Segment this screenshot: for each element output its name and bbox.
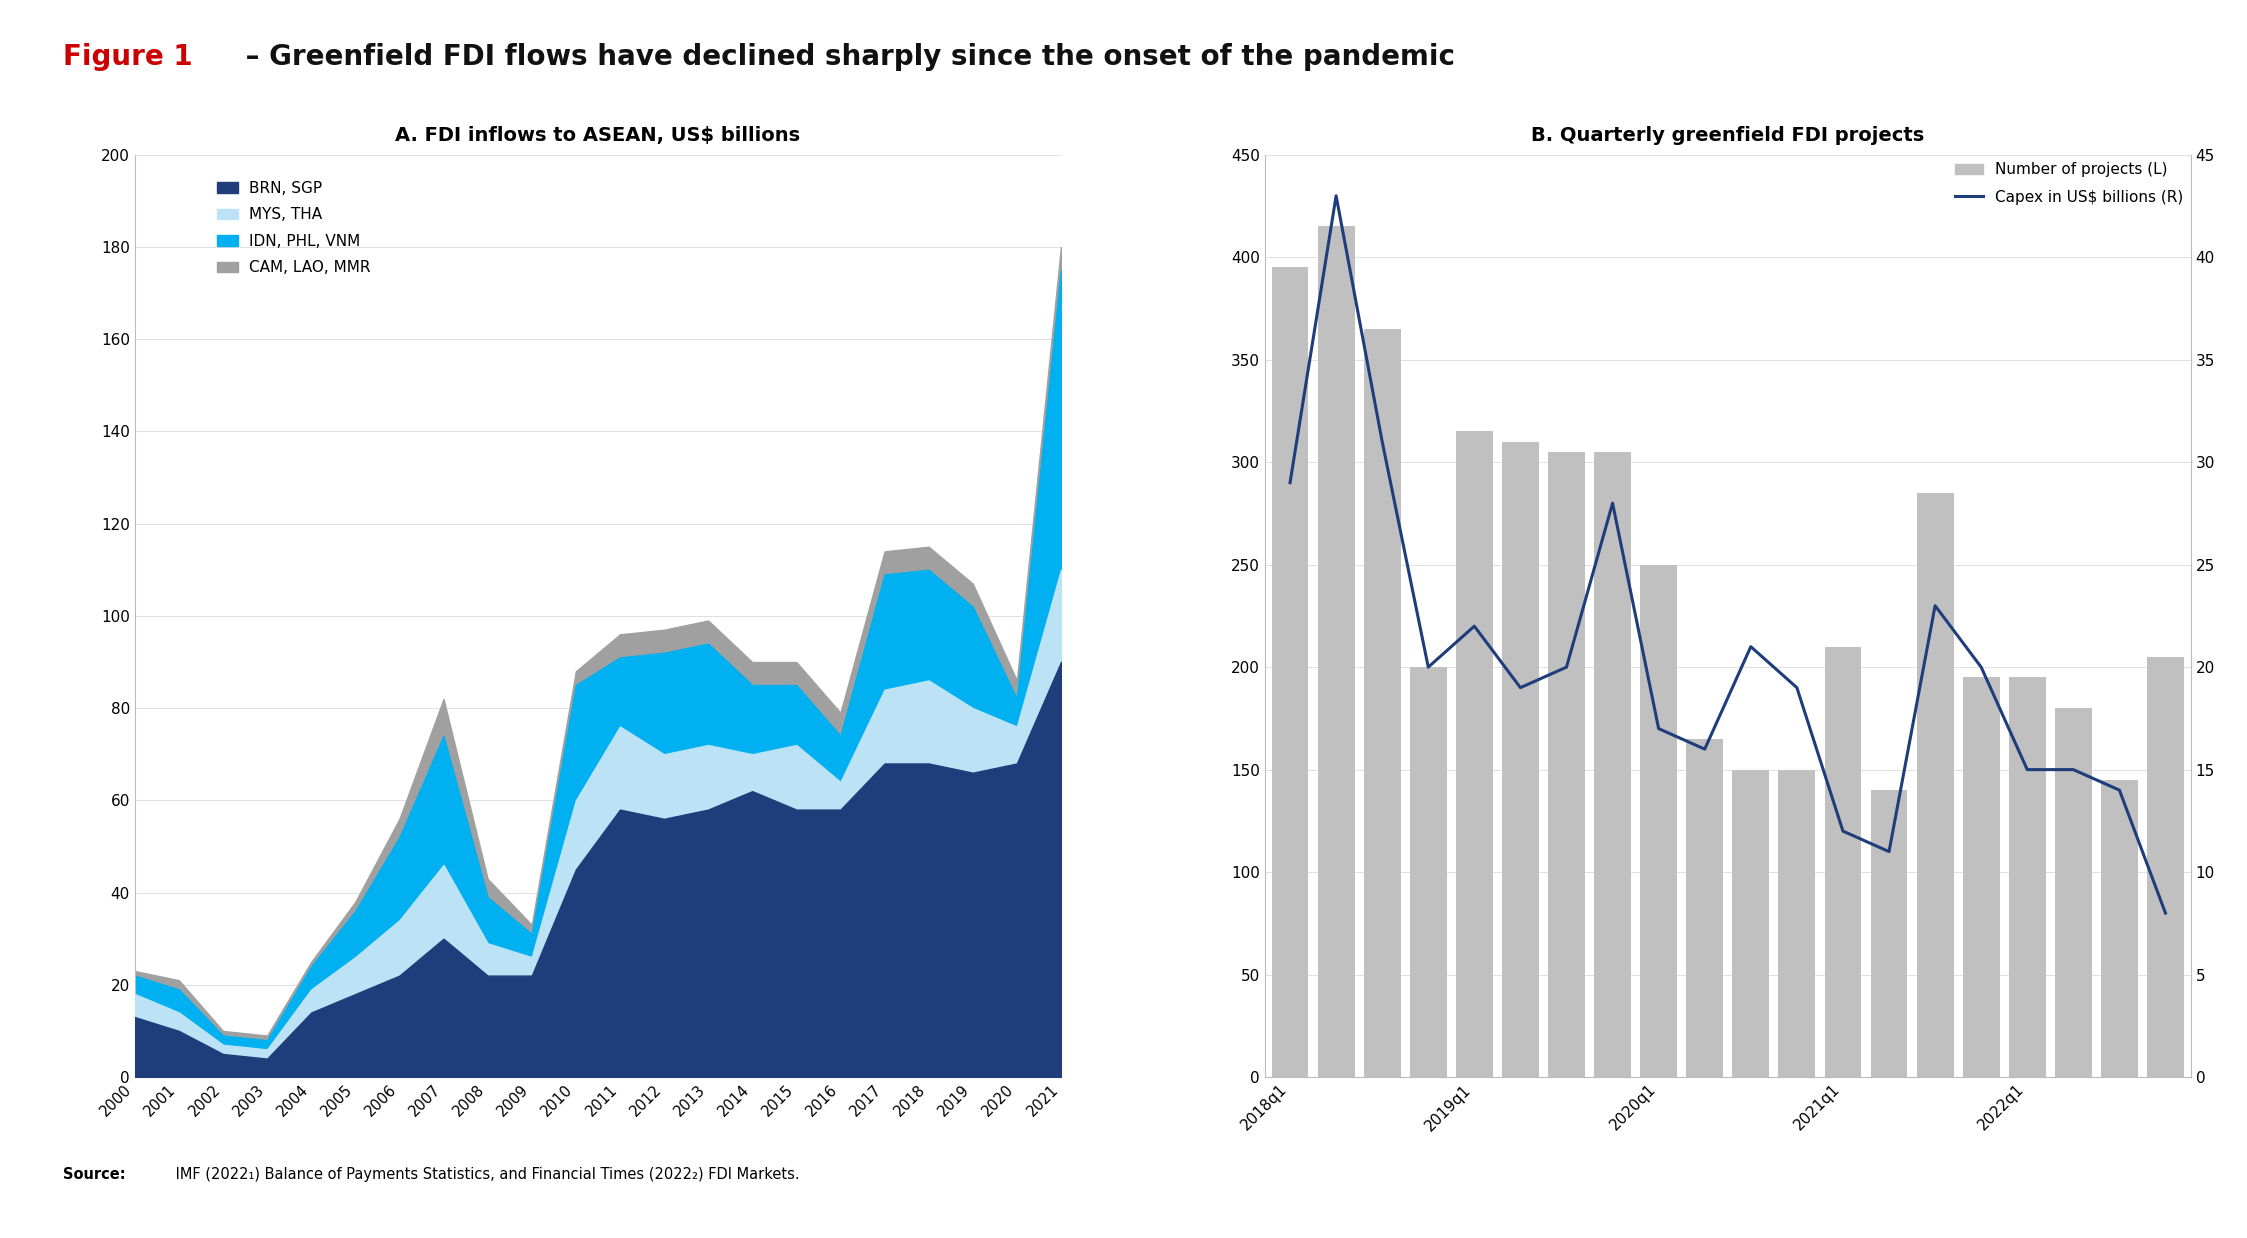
Legend: Number of projects (L), Capex in US$ billions (R): Number of projects (L), Capex in US$ bil… bbox=[1955, 162, 2184, 204]
Bar bbox=[1317, 227, 1355, 1077]
Bar bbox=[1593, 452, 1631, 1077]
Text: Figure 1: Figure 1 bbox=[63, 43, 193, 72]
Title: A. FDI inflows to ASEAN, US$ billions: A. FDI inflows to ASEAN, US$ billions bbox=[395, 126, 800, 145]
Bar bbox=[1456, 431, 1492, 1077]
Bar bbox=[2009, 677, 2045, 1077]
Title: B. Quarterly greenfield FDI projects: B. Quarterly greenfield FDI projects bbox=[1530, 126, 1923, 145]
Bar bbox=[2148, 657, 2184, 1077]
Bar bbox=[1777, 770, 1816, 1077]
Bar bbox=[1870, 790, 1908, 1077]
Text: Source:: Source: bbox=[63, 1167, 126, 1182]
Bar bbox=[2056, 708, 2092, 1077]
Bar bbox=[1685, 739, 1723, 1077]
Bar bbox=[1548, 452, 1584, 1077]
Bar bbox=[1501, 442, 1539, 1077]
Bar bbox=[1732, 770, 1768, 1077]
Bar bbox=[1825, 646, 1861, 1077]
Bar bbox=[1917, 493, 1953, 1077]
Text: – Greenfield FDI flows have declined sharply since the onset of the pandemic: – Greenfield FDI flows have declined sha… bbox=[236, 43, 1456, 72]
Bar bbox=[2101, 780, 2137, 1077]
Bar bbox=[1962, 677, 2000, 1077]
Text: IMF (2022₁) Balance of Payments Statistics, and Financial Times (2022₂) FDI Mark: IMF (2022₁) Balance of Payments Statisti… bbox=[171, 1167, 800, 1182]
Bar bbox=[1364, 329, 1400, 1077]
Bar bbox=[1272, 267, 1308, 1077]
Bar bbox=[1409, 667, 1447, 1077]
Legend: BRN, SGP, MYS, THA, IDN, PHL, VNM, CAM, LAO, MMR: BRN, SGP, MYS, THA, IDN, PHL, VNM, CAM, … bbox=[216, 181, 371, 275]
Bar bbox=[1640, 565, 1676, 1077]
